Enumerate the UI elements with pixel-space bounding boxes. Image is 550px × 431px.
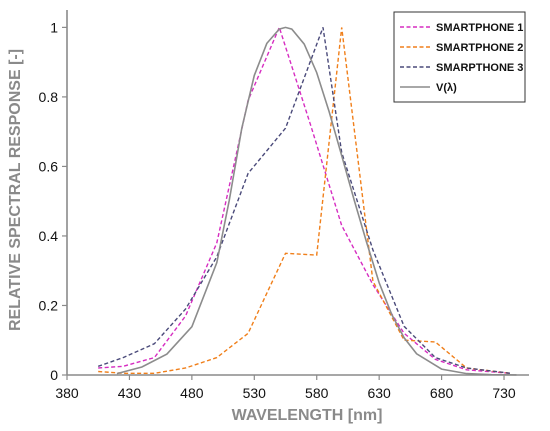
legend-label: SMARTPHONE 2 — [436, 42, 523, 54]
y-tick-label: 0.4 — [39, 228, 59, 244]
x-tick-label: 380 — [55, 385, 79, 401]
y-axis-title: RELATIVE SPECTRAL RESPONSE [-] — [7, 49, 24, 331]
series-line-3 — [97, 27, 511, 374]
legend-label: SMARTPHONE 1 — [436, 22, 523, 34]
x-tick-label: 580 — [305, 385, 329, 401]
x-tick-label: 430 — [118, 385, 142, 401]
y-tick-label: 0.2 — [39, 297, 59, 313]
x-tick-label: 680 — [430, 385, 454, 401]
y-tick-label: 1 — [50, 19, 58, 35]
x-tick-label: 480 — [180, 385, 204, 401]
series-line-1 — [98, 25, 511, 374]
series-line-4 — [116, 26, 517, 376]
axes: 380 430 480 530 580 630 680 730 0 0.2 0.4 0.6 0.8 1 — [39, 10, 529, 401]
x-axis-title: WAVELENGTH [nm] — [232, 407, 383, 424]
x-tick-label: 630 — [367, 385, 391, 401]
y-tick-label: 0 — [50, 367, 58, 383]
legend: SMARTPHONE 1 SMARTPHONE 2 SMARPTHONE 3 V(λ) — [393, 11, 526, 103]
x-tick-label: 730 — [492, 385, 516, 401]
y-tick-label: 0.8 — [39, 89, 59, 105]
x-tick-label: 530 — [243, 385, 267, 401]
legend-label: SMARPTHONE 3 — [436, 62, 523, 74]
legend-label: V(λ) — [436, 82, 457, 94]
y-tick-label: 0.6 — [39, 158, 59, 174]
plot-area — [97, 25, 517, 376]
series-line-2 — [98, 27, 511, 374]
